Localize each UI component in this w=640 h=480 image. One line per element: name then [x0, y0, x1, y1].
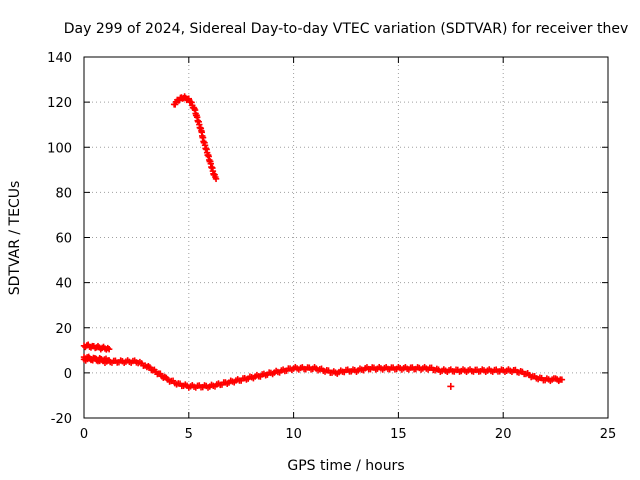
y-tick-label: 40	[55, 277, 72, 292]
data-point	[105, 345, 113, 353]
y-tick-label: 20	[55, 322, 72, 337]
x-tick-label: 5	[185, 427, 193, 442]
series-early-lower	[80, 353, 113, 364]
x-tick-label: 25	[600, 427, 617, 442]
x-axis-label: GPS time / hours	[287, 458, 404, 474]
tick-layer: 0 5 10 15 20 25 -20 0 20 40 60 80 100 120 140	[47, 51, 616, 442]
data-point	[558, 376, 566, 383]
plot-frame	[83, 56, 609, 419]
data-point	[212, 175, 220, 183]
x-tick-label: 10	[285, 427, 302, 442]
y-axis-label: SDTVAR / TECUs	[7, 181, 23, 296]
y-tick-label: 0	[64, 367, 72, 382]
points-layer	[80, 93, 566, 391]
series-high-arc	[170, 93, 220, 183]
series-outlier	[447, 382, 455, 390]
data-point	[447, 382, 455, 390]
grid-layer	[84, 57, 608, 418]
y-tick-label: 140	[47, 51, 72, 66]
y-tick-label: -20	[51, 412, 72, 427]
chart-title: Day 299 of 2024, Sidereal Day-to-day VTE…	[64, 21, 628, 37]
series-main	[80, 355, 566, 391]
data-point	[105, 357, 113, 364]
y-tick-label: 60	[55, 232, 72, 247]
series-early-upper	[80, 341, 113, 353]
y-tick-label: 120	[47, 96, 72, 111]
y-tick-label: 80	[55, 186, 72, 201]
x-tick-label: 20	[495, 427, 512, 442]
x-tick-label: 0	[80, 427, 88, 442]
x-tick-label: 15	[390, 427, 407, 442]
y-tick-label: 100	[47, 141, 72, 156]
